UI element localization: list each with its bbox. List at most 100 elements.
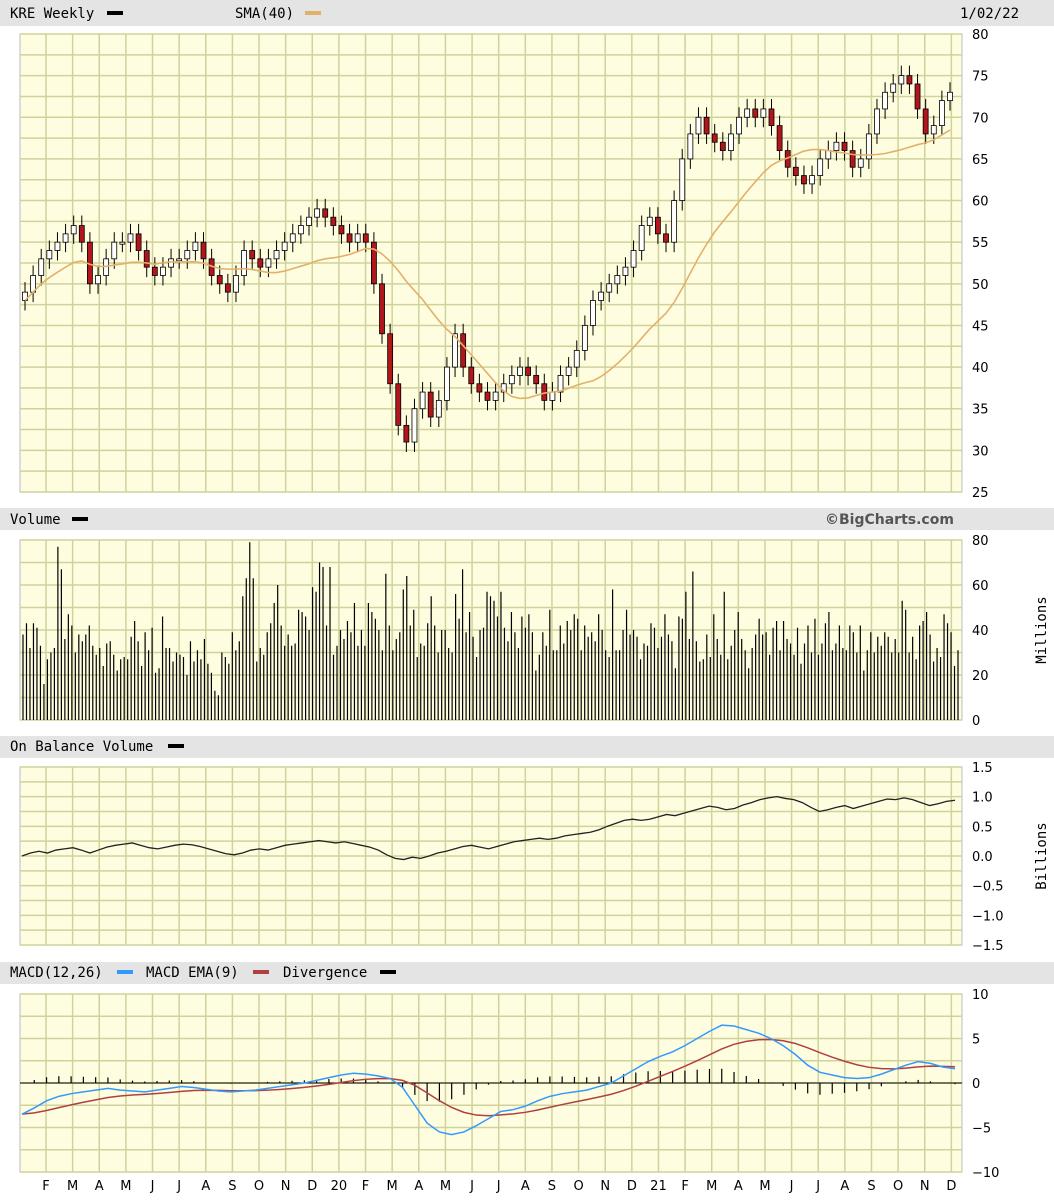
candle-body [744,108,751,118]
candle-body [241,250,247,276]
x-tick-label: N [281,1179,291,1194]
y-tick-label: 80 [972,28,989,43]
candle-body [111,241,118,260]
candle-body [874,108,880,135]
x-tick-label: M [120,1179,131,1194]
candle-body [914,83,921,110]
volume-swatch [72,517,88,521]
candle-body [460,333,467,368]
y-tick-label: 50 [972,278,989,293]
candle-body [525,366,531,376]
candle-body [151,266,158,276]
divergence-swatch [380,970,396,974]
volume-ylabel: Millions [1034,596,1050,663]
obv-ylabel: Billions [1034,822,1050,889]
candle-body [792,166,799,176]
obv-swatch [168,744,184,748]
candle-body [622,266,629,276]
candle-body [452,333,458,368]
candle-body [825,150,832,160]
candle-body [62,233,69,243]
candle-body [476,383,483,393]
x-tick-label: D [627,1179,637,1194]
candle-body [216,275,223,285]
candle-body [573,350,580,368]
macd-marks [20,1024,962,1136]
candle-body [306,216,312,226]
candle-body [663,233,669,243]
x-tick-label: J [496,1179,501,1194]
x-tick-label: F [681,1179,688,1194]
y-tick-label: 20 [972,669,989,684]
candle-body [249,250,256,260]
candle-body [922,108,929,135]
candle-body [606,283,613,293]
candle-body [233,275,239,293]
candle-body [695,116,702,135]
candle-body [435,399,442,418]
candle-body [517,366,523,376]
candle-body [200,241,207,260]
sma-swatch [305,11,321,15]
candle-body [557,375,564,393]
y-tick-label: −1.5 [972,939,1004,954]
y-tick-label: 45 [972,319,989,334]
candle-body [906,75,913,85]
x-tick-layer: F M A M J J A S O N D 20 F M A M J J A S O N D 21 F M A M J J A S O N D [42,1179,956,1194]
obv-header [0,736,1054,758]
x-tick-label: J [815,1179,820,1194]
y-tick-label: −10 [972,1166,999,1181]
candle-body [427,391,434,418]
y-tick-label: 60 [972,195,989,210]
candle-body [395,383,402,426]
chart-date: 1/02/22 [960,6,1019,22]
candle-body [492,391,499,401]
candle-body [419,391,426,410]
candle-body [330,216,337,226]
candle-body [817,158,824,176]
ticker-label: KRE Weekly [10,6,94,22]
candle-body [728,133,734,151]
x-tick-label: A [840,1179,849,1194]
y-tick-label: 10 [972,988,989,1003]
sma-label: SMA(40) [235,6,294,22]
y-tick-label: 65 [972,153,989,168]
x-tick-label: M [67,1179,78,1194]
candle-body [679,158,686,201]
x-tick-label: J [150,1179,155,1194]
y-tick-label: 35 [972,403,989,418]
candle-body [338,225,345,235]
candle-body [752,108,759,118]
y-tick-label: 80 [972,534,989,549]
candle-body [630,250,637,268]
x-tick-label: O [254,1179,264,1194]
candle-body [484,391,491,401]
candle-body [671,200,678,243]
volume-header [0,508,1054,530]
candle-body [78,225,85,243]
brand-label: ©BigCharts.com [825,512,954,528]
candle-body [160,266,166,276]
price-marks [22,65,953,453]
candle-body [387,333,394,385]
candle-body [371,241,377,285]
x-tick-label: J [469,1179,474,1194]
x-tick-label: A [521,1179,530,1194]
candle-body [297,225,304,235]
y-tick-label: −0.5 [972,880,1004,895]
candle-body [38,258,45,276]
x-tick-label: F [42,1179,49,1194]
candle-body [938,100,945,126]
y-tick-layer: 8075706560555045403530258060402001.51.00… [972,28,1004,1181]
y-tick-label: 55 [972,236,989,251]
candle-body [127,233,134,243]
candle-body [273,250,280,260]
candle-body [849,150,856,168]
x-tick-label: M [440,1179,451,1194]
candle-body [533,375,540,385]
candle-body [703,116,710,135]
candle-body [184,250,191,260]
volume-marks [22,542,959,720]
y-tick-label: −1.0 [972,909,1004,924]
candle-body [119,241,126,245]
